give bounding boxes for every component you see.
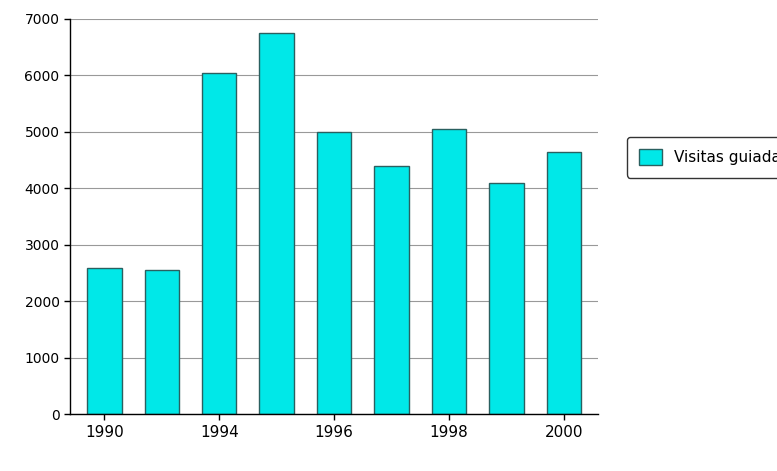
Bar xyxy=(546,152,581,414)
Bar xyxy=(260,33,294,414)
Bar xyxy=(202,73,236,414)
Bar xyxy=(490,183,524,414)
Legend: Visitas guiadas: Visitas guiadas xyxy=(627,137,777,178)
Bar xyxy=(145,270,179,414)
Bar xyxy=(317,132,351,414)
Bar xyxy=(432,129,466,414)
Bar xyxy=(375,166,409,414)
Bar xyxy=(87,268,122,414)
